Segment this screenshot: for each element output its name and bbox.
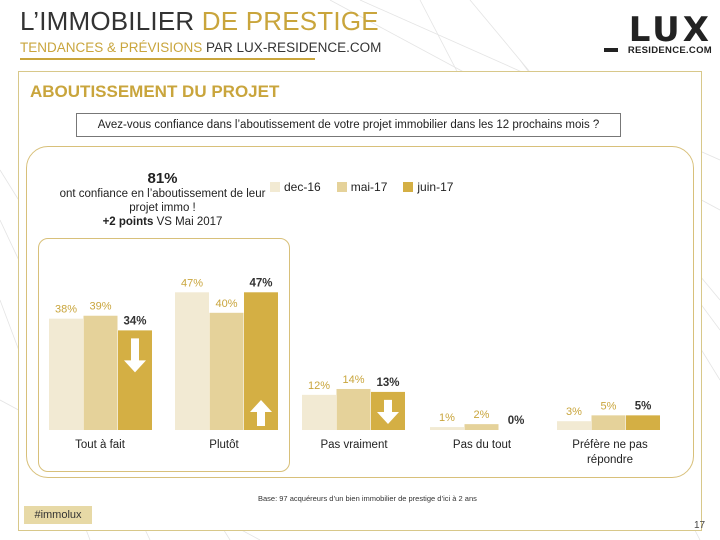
data-label-juin-17-0: 34%	[123, 315, 146, 327]
legend-label-juin-17: juin-17	[417, 180, 454, 194]
data-label-juin-17-2: 13%	[376, 377, 399, 389]
category-label-0: Tout à fait	[75, 439, 125, 451]
category-label-1: Plutôt	[209, 439, 239, 451]
header-title-part1: L’IMMOBILIER	[20, 6, 202, 36]
confidence-highlight-box	[38, 238, 290, 472]
data-label-mai-17-1: 40%	[215, 298, 237, 310]
hashtag-badge: #immolux	[24, 506, 92, 524]
header-title-part2: DE PRESTIGE	[201, 6, 379, 36]
confidence-callout: 81% ont confiance en l’aboutissement de …	[40, 170, 285, 229]
trend-arrow-down-2	[377, 399, 399, 424]
data-label-dec-16-1: 47%	[181, 277, 203, 289]
data-label-dec-16-2: 12%	[308, 380, 330, 392]
data-label-mai-17-4: 5%	[601, 400, 617, 412]
data-label-juin-17-4: 5%	[635, 400, 652, 412]
category-label-4: Préfère ne pas répondre	[572, 439, 648, 466]
legend-swatch-mai-17	[336, 182, 347, 192]
legend-swatch-juin-17	[403, 182, 414, 192]
callout-delta-rest: VS Mai 2017	[153, 216, 223, 228]
header-subtitle-part2: PAR LUX-RESIDENCE.COM	[206, 40, 382, 55]
trend-arrow-down-0	[124, 338, 146, 373]
logo-residence-text: RESIDENCE.COM	[627, 45, 712, 56]
chart-legend: dec-16 mai-17 juin-17	[270, 180, 469, 194]
callout-percent: 81%	[147, 170, 178, 187]
bar-dec-16-2	[302, 394, 336, 430]
legend-item-juin-17: juin-17	[403, 180, 453, 194]
bar-mai-17-1	[209, 312, 244, 430]
header-title: L’IMMOBILIER DE PRESTIGE	[20, 6, 379, 37]
header-subtitle-part1: TENDANCES & PRÉVISIONS	[20, 40, 207, 55]
header-subtitle: TENDANCES & PRÉVISIONS PAR LUX-RESIDENCE…	[20, 40, 381, 55]
data-label-mai-17-0: 39%	[89, 301, 111, 313]
callout-delta-bold: +2 points	[102, 216, 154, 228]
callout-line2: projet immo !	[129, 202, 196, 214]
data-label-mai-17-3: 2%	[474, 409, 490, 421]
data-label-juin-17-3: 0%	[508, 415, 525, 427]
logo-lux-text: LUX	[628, 10, 712, 50]
bar-mai-17-4	[591, 415, 626, 430]
legend-label-dec-16: dec-16	[284, 180, 321, 194]
content-frame	[18, 71, 702, 531]
data-label-juin-17-1: 47%	[249, 277, 272, 289]
bar-dec-16-3	[430, 427, 464, 430]
legend-swatch-dec-16	[270, 182, 280, 192]
bar-dec-16-4	[557, 421, 591, 430]
section-title: ABOUTISSEMENT DU PROJET	[30, 82, 280, 101]
lux-residence-logo: LUX RESIDENCE.COM	[604, 10, 712, 58]
legend-label-mai-17: mai-17	[350, 180, 388, 194]
bar-mai-17-3	[464, 424, 499, 430]
legend-item-dec-16: dec-16	[270, 180, 321, 194]
data-label-dec-16-0: 38%	[55, 304, 77, 316]
legend-item-mai-17: mai-17	[336, 180, 388, 194]
data-label-mai-17-2: 14%	[342, 374, 364, 386]
survey-question: Avez-vous confiance dans l’aboutissement…	[76, 113, 621, 137]
data-label-dec-16-3: 1%	[439, 412, 455, 424]
results-box	[26, 146, 694, 478]
bar-mai-17-0	[83, 315, 118, 430]
logo-bar	[604, 48, 618, 52]
bar-juin-17-4	[626, 415, 660, 430]
base-note: Base: 97 acquéreurs d’un bien immobilier…	[258, 494, 477, 503]
category-label-3: Pas du tout	[452, 439, 512, 451]
data-label-dec-16-4: 3%	[566, 406, 582, 418]
category-label-2: Pas vraiment	[320, 439, 388, 451]
bar-dec-16-0	[49, 318, 83, 430]
header-underline	[20, 58, 315, 60]
callout-line1: ont confiance en l’aboutissement de leur	[59, 188, 266, 200]
page-number: 17	[694, 520, 706, 531]
bar-mai-17-2	[336, 388, 371, 430]
bar-dec-16-1	[175, 292, 209, 430]
trend-arrow-up-1	[250, 400, 272, 426]
